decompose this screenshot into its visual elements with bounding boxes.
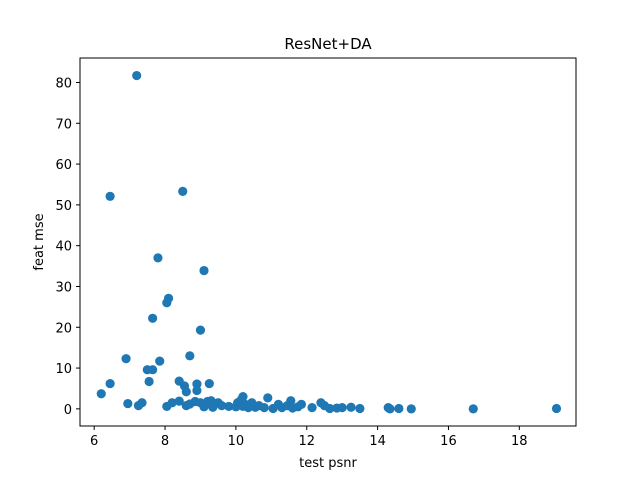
- data-point: [148, 313, 158, 323]
- data-point: [199, 265, 209, 276]
- data-point: [204, 378, 214, 389]
- plot-frame: [79, 57, 577, 427]
- x-axis-ticks: 6 8 10 12 14 16 18: [90, 426, 528, 449]
- data-point: [144, 376, 154, 387]
- data-point: [307, 403, 317, 413]
- y-tick-label: 40: [55, 240, 72, 255]
- x-tick-label: 6: [90, 434, 98, 449]
- x-tick-label: 18: [511, 434, 528, 449]
- data-point: [224, 401, 234, 412]
- data-point: [355, 403, 365, 414]
- data-point: [217, 401, 227, 411]
- data-point: [296, 399, 307, 409]
- data-point: [468, 404, 478, 414]
- data-point: [195, 325, 206, 335]
- x-tick-label: 12: [298, 434, 315, 449]
- data-point: [153, 253, 163, 263]
- y-tick-label: 30: [55, 280, 72, 295]
- data-point: [123, 398, 133, 409]
- y-tick-label: 0: [64, 403, 72, 418]
- x-tick-label: 10: [228, 434, 245, 449]
- data-point: [394, 403, 404, 414]
- data-point: [96, 389, 106, 399]
- data-point: [551, 403, 562, 414]
- y-tick-label: 70: [55, 117, 72, 132]
- y-axis-label: feat mse: [32, 213, 47, 270]
- y-tick-label: 60: [55, 158, 72, 173]
- y-tick-label: 50: [55, 199, 72, 214]
- data-point: [178, 186, 188, 197]
- data-point: [137, 398, 147, 408]
- data-point: [259, 403, 269, 413]
- y-axis-ticks: 0 10 20 30 40 50 60 70 80: [55, 76, 80, 418]
- data-point: [167, 398, 177, 408]
- data-point: [185, 351, 195, 361]
- x-tick-label: 14: [369, 434, 386, 449]
- data-point: [192, 379, 202, 389]
- data-point: [181, 387, 191, 397]
- data-point: [174, 396, 184, 406]
- x-tick-label: 8: [161, 434, 169, 449]
- x-axis-label: test psnr: [299, 456, 357, 471]
- x-tick-label: 16: [440, 434, 457, 449]
- data-point: [263, 393, 273, 403]
- data-point: [155, 356, 165, 366]
- data-point: [162, 298, 172, 308]
- data-point: [148, 365, 158, 375]
- y-tick-label: 10: [55, 362, 72, 377]
- data-point: [121, 354, 131, 364]
- plot-area: [80, 58, 576, 426]
- data-point: [105, 191, 115, 201]
- y-tick-label: 80: [55, 76, 72, 91]
- data-point: [325, 403, 335, 414]
- data-point: [346, 402, 356, 412]
- data-point: [385, 404, 395, 414]
- data-points: [96, 70, 562, 414]
- data-point: [406, 404, 416, 414]
- data-point: [105, 378, 115, 389]
- data-point: [132, 70, 142, 81]
- data-point: [192, 385, 202, 396]
- chart-title: ResNet+DA: [284, 35, 372, 53]
- y-tick-label: 20: [55, 321, 72, 336]
- data-point: [337, 403, 347, 413]
